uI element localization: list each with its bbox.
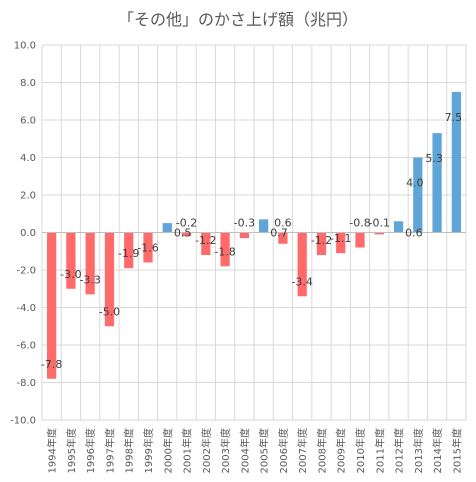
x-tick-label: 1999年度 xyxy=(142,428,155,473)
chart-title: 「その他」のかさ上げ額（兆円） xyxy=(117,10,358,29)
x-tick-label: 1994年度 xyxy=(46,428,59,473)
y-tick-label: 8.0 xyxy=(20,78,36,89)
data-label: -1.2 xyxy=(195,234,216,247)
data-label: -7.8 xyxy=(41,358,62,371)
x-tick-label: 2007年度 xyxy=(296,428,309,473)
bar xyxy=(85,232,95,295)
data-label: 4.0 xyxy=(406,177,424,190)
y-tick-label: -2.0 xyxy=(16,266,36,277)
x-tick-label: 1997年度 xyxy=(103,428,116,473)
y-tick-label: 4.0 xyxy=(20,153,36,164)
data-label: -1.2 xyxy=(311,234,332,247)
bar xyxy=(336,232,346,254)
x-tick-label: 2008年度 xyxy=(315,428,328,473)
x-tick-label: 2001年度 xyxy=(181,428,194,473)
y-tick-label: -10.0 xyxy=(10,416,36,427)
data-label: -3.3 xyxy=(79,273,100,286)
data-label: 0.5 xyxy=(174,227,192,240)
bar xyxy=(162,223,172,233)
x-tick-label: 2012年度 xyxy=(393,428,406,473)
data-label: -0.3 xyxy=(234,217,255,230)
bar xyxy=(259,219,269,233)
x-tick-label: 2005年度 xyxy=(258,428,271,473)
bar xyxy=(393,221,404,233)
x-tick-label: 2003年度 xyxy=(219,428,232,473)
bar xyxy=(413,157,423,233)
data-label: -0.8 xyxy=(349,217,370,230)
bar xyxy=(143,232,153,263)
data-label: -5.0 xyxy=(99,305,120,318)
bar xyxy=(220,232,230,267)
x-tick-label: 2006年度 xyxy=(277,428,290,473)
x-tick-label: 2014年度 xyxy=(431,428,444,473)
x-tick-label: 1996年度 xyxy=(84,428,97,473)
bar xyxy=(239,232,249,239)
bar xyxy=(374,232,384,235)
bar xyxy=(432,133,442,233)
data-label: 5.3 xyxy=(425,152,443,165)
x-tick-label: 2009年度 xyxy=(335,428,348,473)
data-label: 0.6 xyxy=(274,217,292,230)
x-tick-label: 2010年度 xyxy=(354,428,367,473)
x-tick-label: 2002年度 xyxy=(200,428,213,473)
y-tick-label: -4.0 xyxy=(16,303,36,314)
data-label: -3.0 xyxy=(60,268,81,281)
data-labels: -7.8-3.0-3.3-5.0-1.9-1.60.5-0.2-1.2-1.8-… xyxy=(41,111,462,371)
axes: 10.0 8.0 6.0 4.0 2.0 0.0 -2.0 -4.0 -6.0 -8.0 -10.0… xyxy=(10,41,466,473)
y-tick-label: 0.0 xyxy=(20,228,36,239)
y-tick-label: -6.0 xyxy=(16,341,36,352)
data-label: -1.8 xyxy=(214,245,235,258)
data-label: -1.1 xyxy=(330,232,351,245)
x-tick-label: 2004年度 xyxy=(238,428,251,473)
bar xyxy=(104,232,115,327)
grid-lines xyxy=(41,44,467,421)
x-tick-label: 2011年度 xyxy=(373,428,386,473)
bar xyxy=(297,232,307,297)
bar xyxy=(451,91,461,233)
y-tick-label: -8.0 xyxy=(16,378,36,389)
data-label: -0.2 xyxy=(176,217,197,230)
bar xyxy=(355,232,365,248)
bar xyxy=(278,232,288,244)
x-tick-label: 2000年度 xyxy=(161,428,174,473)
x-tick-label: 2015年度 xyxy=(450,428,463,473)
bar xyxy=(47,232,57,379)
y-tick-label: 2.0 xyxy=(20,191,36,202)
data-label: -3.4 xyxy=(291,275,312,288)
bars xyxy=(47,91,461,379)
bar xyxy=(316,232,327,255)
data-label: 0.7 xyxy=(270,227,288,240)
data-label: 0.6 xyxy=(405,227,423,240)
data-label: -0.1 xyxy=(369,217,390,230)
bar xyxy=(66,232,76,289)
x-tick-label: 1998年度 xyxy=(123,428,136,473)
bar xyxy=(124,232,134,269)
data-label: -1.9 xyxy=(118,247,139,260)
bar xyxy=(201,232,211,255)
x-tick-label: 2013年度 xyxy=(412,428,425,473)
bar xyxy=(181,232,192,237)
y-tick-label: 6.0 xyxy=(20,116,36,127)
data-label: 7.5 xyxy=(445,111,463,124)
y-tick-label: 10.0 xyxy=(14,41,36,52)
x-tick-label: 1995年度 xyxy=(65,428,78,473)
data-label: -1.6 xyxy=(137,242,158,255)
